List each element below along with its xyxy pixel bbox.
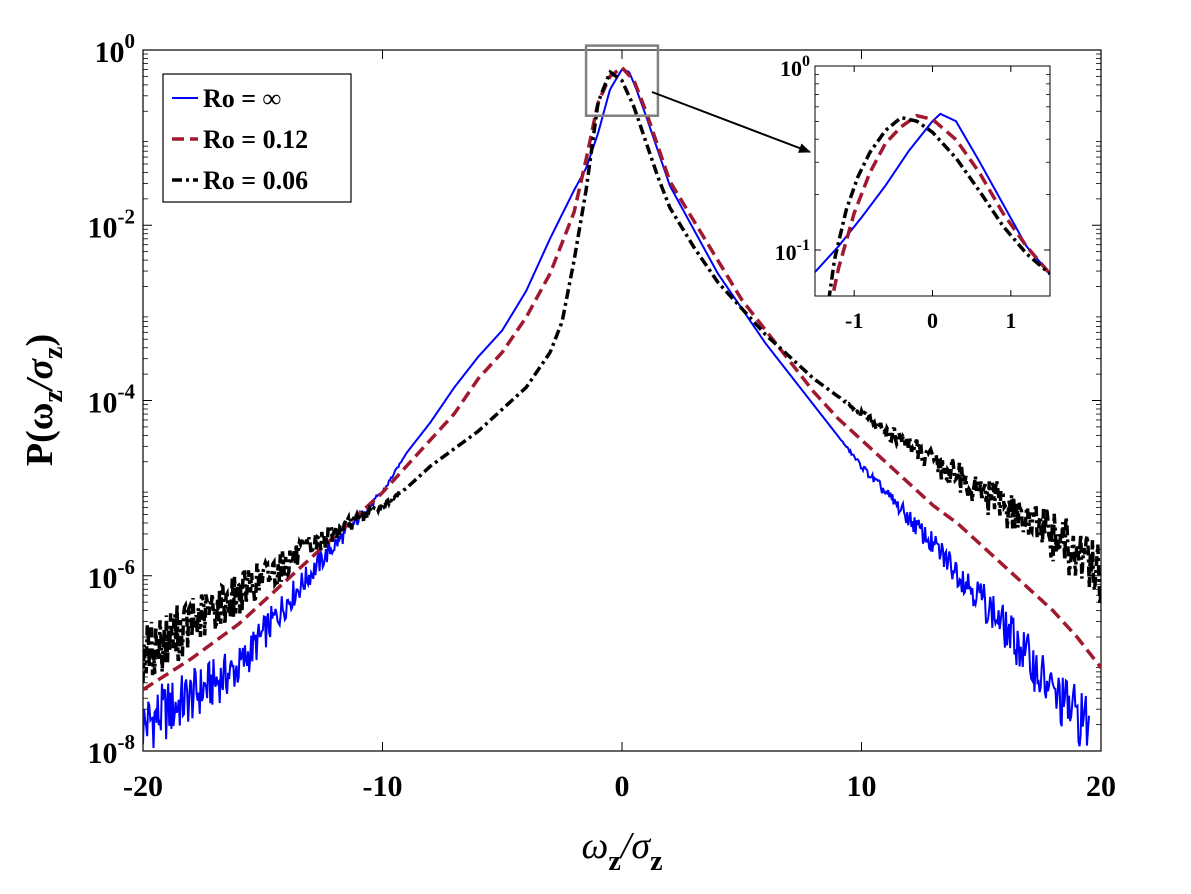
inset-series-line-2 — [827, 115, 1050, 296]
y-tick-label: 10-8 — [88, 730, 136, 770]
legend-entry-ro-inf: Ro = ∞ — [172, 84, 281, 113]
series-line-1 — [143, 65, 1101, 692]
x-axis-label: ωz/σz — [581, 825, 662, 877]
zoom-region-box — [584, 44, 660, 117]
inset-chart: -1 0 1 10-1 100 — [775, 53, 1051, 333]
inset-x-tick-label: 0 — [927, 308, 938, 333]
series-line-2 — [143, 69, 1101, 683]
inset-x-tick-label: -1 — [845, 308, 863, 333]
inset-series-group — [815, 112, 1050, 296]
y-axis-label: P(ωz/σz) — [19, 334, 69, 466]
x-tick-label: 10 — [847, 770, 877, 803]
inset-axis-ticks: -1 0 1 10-1 100 — [775, 53, 1050, 333]
x-tick-label: 20 — [1086, 770, 1116, 803]
series-line-0 — [143, 68, 1091, 749]
inset-y-tick-label: 100 — [780, 53, 810, 81]
y-tick-label: 10-4 — [88, 380, 136, 420]
legend-entry-ro-006: Ro = 0.06 — [172, 166, 308, 195]
y-tick-label: 10-6 — [88, 555, 136, 595]
legend-entry-ro-012: Ro = 0.12 — [172, 125, 308, 154]
x-tick-label: 0 — [615, 770, 630, 803]
x-tick-label: -20 — [123, 770, 163, 803]
x-tick-label: -10 — [363, 770, 403, 803]
y-tick-label: 100 — [95, 29, 136, 69]
y-tick-label: 10-2 — [88, 204, 136, 244]
inset-series-line-1 — [830, 113, 1050, 296]
inset-x-tick-label: 1 — [1005, 308, 1016, 333]
legend: Ro = ∞ Ro = 0.12 Ro = 0.06 — [162, 73, 352, 203]
legend-label-ro-inf: Ro = ∞ — [203, 84, 281, 113]
legend-label-ro-012: Ro = 0.12 — [203, 125, 308, 154]
legend-label-ro-006: Ro = 0.06 — [203, 166, 308, 195]
inset-plot-area — [814, 65, 1051, 297]
zoom-arrow — [651, 91, 811, 153]
main-series-group — [143, 65, 1101, 749]
inset-y-tick-label: 10-1 — [775, 237, 810, 265]
